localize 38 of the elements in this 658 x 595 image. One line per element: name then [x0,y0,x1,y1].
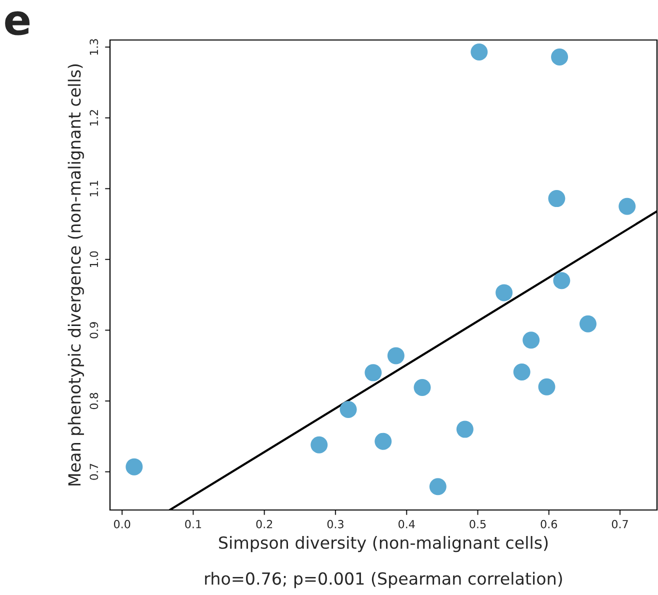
x-tick-label: 0.2 [256,520,272,528]
point [429,478,446,496]
point [374,432,392,450]
y-tick-label: 1.0 [90,251,98,268]
x-tick-label: 0.0 [114,520,130,528]
y-tick-label: 1.1 [90,180,98,196]
x-tick-label: 0.3 [327,520,344,528]
point [387,347,404,364]
y-tick-label: 0.9 [90,322,98,338]
point [414,379,431,396]
x-tick-label: 0.6 [540,520,558,528]
point [553,272,570,290]
point [551,48,568,66]
y-tick-label: 1.3 [90,39,98,55]
y-tick-label: 0.8 [90,392,98,410]
point [618,198,636,215]
x-tick-label: 0.5 [470,520,486,528]
point [580,315,597,332]
x-tick-label: 0.1 [185,520,202,528]
point [496,284,513,302]
x-tick-label: 0.7 [612,520,628,528]
text: e [5,11,30,36]
point [310,436,328,454]
point [364,364,382,382]
point [456,420,474,438]
x-tick-label: 0.4 [398,520,415,528]
point [522,332,540,349]
y-tick-label: 0.7 [90,464,98,480]
point [126,458,143,476]
y-axis-title: Mean phenotypic divergence (non-malignant cells) [68,64,84,486]
point [340,400,357,418]
x-axis-title: Simpson diversity (non-malignant cells) [219,536,548,552]
text: rho=0.76; p=0.001 (Spearman correlation) [205,572,562,588]
point [538,378,556,396]
point [548,190,566,208]
y-tick-label: 1.2 [90,110,98,126]
point [513,363,530,380]
point [470,44,488,61]
